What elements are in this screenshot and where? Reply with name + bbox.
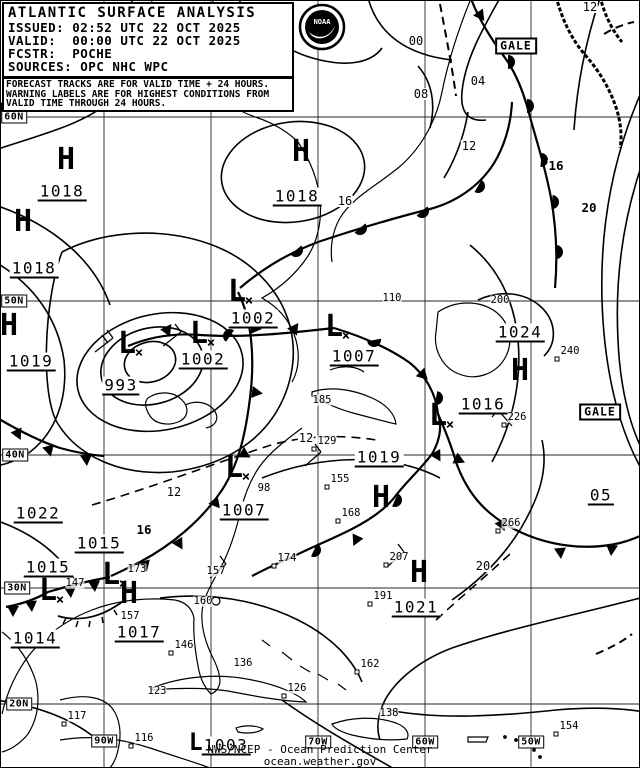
footer-agency-line: NWS/NCEP - Ocean Prediction Center — [207, 743, 433, 756]
chart-title: ATLANTIC SURFACE ANALYSIS — [8, 5, 257, 21]
sources-line: SOURCES: OPC NHC WPC — [8, 59, 169, 74]
notice-line-1: FORECAST TRACKS ARE FOR VALID TIME + 24 … — [6, 79, 270, 90]
issued-line: ISSUED: 02:52 UTC 22 OCT 2025 — [8, 20, 241, 35]
noaa-logo-text: NOAA — [314, 18, 332, 26]
forecaster-line: FCSTR: POCHE — [8, 46, 113, 61]
notice-box: FORECAST TRACKS ARE FOR VALID TIME + 24 … — [2, 77, 294, 112]
header-info-box: ATLANTIC SURFACE ANALYSIS ISSUED: 02:52 … — [2, 2, 294, 78]
notice-line-3: VALID TIME THROUGH 24 HOURS. — [6, 98, 167, 109]
footer: NWS/NCEP - Ocean Prediction Center ocean… — [0, 744, 640, 767]
notice-line-2: WARNING LABELS ARE FOR HIGHEST CONDITION… — [6, 88, 270, 100]
valid-line: VALID: 00:00 UTC 22 OCT 2025 — [8, 33, 241, 48]
footer-url: ocean.weather.gov — [263, 754, 377, 768]
wind-barbs — [94, 323, 513, 606]
noaa-logo-icon: NOAA — [298, 3, 346, 51]
